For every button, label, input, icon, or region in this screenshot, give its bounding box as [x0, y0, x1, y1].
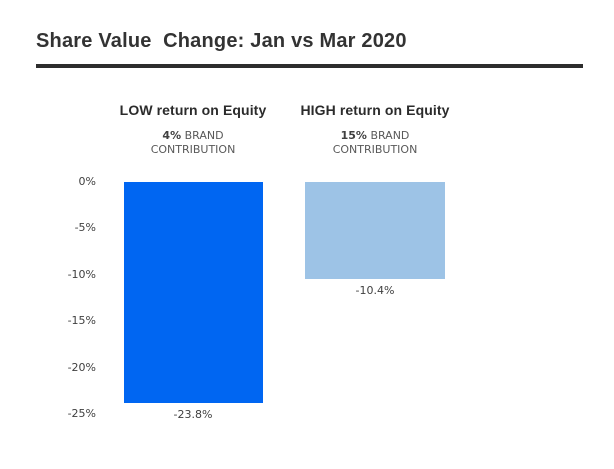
- group-title-low-return: LOW return on Equity: [119, 102, 267, 118]
- bar-high-return-on-equity: [305, 182, 445, 279]
- brand-contribution-pct-high: 15%: [340, 129, 367, 142]
- group-sublabel-low-return: 4% BRAND CONTRIBUTION: [136, 129, 251, 157]
- page-title: Share Value Change: Jan vs Mar 2020: [36, 30, 407, 52]
- group-title-high-return: HIGH return on Equity: [300, 102, 450, 118]
- group-header-low-return: LOW return on Equity 4% BRAND CONTRIBUTI…: [103, 102, 283, 157]
- y-axis-tick: -15%: [67, 314, 96, 328]
- brand-contribution-text-low: BRAND CONTRIBUTION: [150, 129, 236, 156]
- bar-low-return-on-equity: [123, 182, 263, 403]
- bar-value-label-low-return-on-equity: -23.8%: [173, 408, 213, 421]
- y-axis-tick: -5%: [74, 221, 96, 235]
- group-header-high-return: HIGH return on Equity 15% BRAND CONTRIBU…: [285, 102, 465, 157]
- group-sublabel-high-return: 15% BRAND CONTRIBUTION: [318, 129, 433, 157]
- bar-value-label-high-return-on-equity: -10.4%: [355, 284, 395, 297]
- y-axis-tick: -20%: [67, 360, 96, 374]
- title-divider: [36, 64, 583, 68]
- brand-contribution-text-high: BRAND CONTRIBUTION: [332, 129, 418, 156]
- y-axis-tick: -25%: [67, 407, 96, 420]
- y-axis-tick: -10%: [67, 267, 96, 281]
- brand-contribution-pct-low: 4%: [162, 129, 182, 142]
- y-axis-tick: 0%: [78, 175, 96, 188]
